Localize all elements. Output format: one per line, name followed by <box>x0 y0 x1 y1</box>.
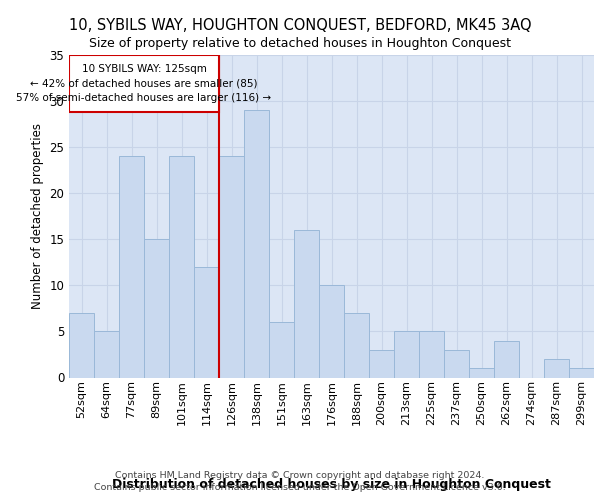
Bar <box>69 313 94 378</box>
Bar <box>569 368 594 378</box>
Text: 10 SYBILS WAY: 125sqm
← 42% of detached houses are smaller (85)
57% of semi-deta: 10 SYBILS WAY: 125sqm ← 42% of detached … <box>16 64 272 104</box>
Text: Contains HM Land Registry data © Crown copyright and database right 2024.
Contai: Contains HM Land Registry data © Crown c… <box>94 471 506 492</box>
Text: Size of property relative to detached houses in Houghton Conquest: Size of property relative to detached ho… <box>89 38 511 51</box>
Bar <box>544 359 569 378</box>
Bar <box>344 313 369 378</box>
Bar <box>219 156 244 378</box>
Bar <box>294 230 319 378</box>
Bar <box>169 156 194 378</box>
Bar <box>69 55 219 112</box>
Y-axis label: Number of detached properties: Number of detached properties <box>31 123 44 309</box>
Bar <box>94 332 119 378</box>
Bar <box>419 332 444 378</box>
Bar <box>244 110 269 378</box>
Bar <box>119 156 144 378</box>
Text: 10, SYBILS WAY, HOUGHTON CONQUEST, BEDFORD, MK45 3AQ: 10, SYBILS WAY, HOUGHTON CONQUEST, BEDFO… <box>68 18 532 32</box>
Bar <box>469 368 494 378</box>
Bar <box>144 240 169 378</box>
Bar <box>269 322 294 378</box>
Bar <box>319 286 344 378</box>
X-axis label: Distribution of detached houses by size in Houghton Conquest: Distribution of detached houses by size … <box>112 478 551 491</box>
Bar <box>369 350 394 378</box>
Bar <box>394 332 419 378</box>
Bar <box>194 267 219 378</box>
Bar <box>444 350 469 378</box>
Bar <box>494 340 519 378</box>
